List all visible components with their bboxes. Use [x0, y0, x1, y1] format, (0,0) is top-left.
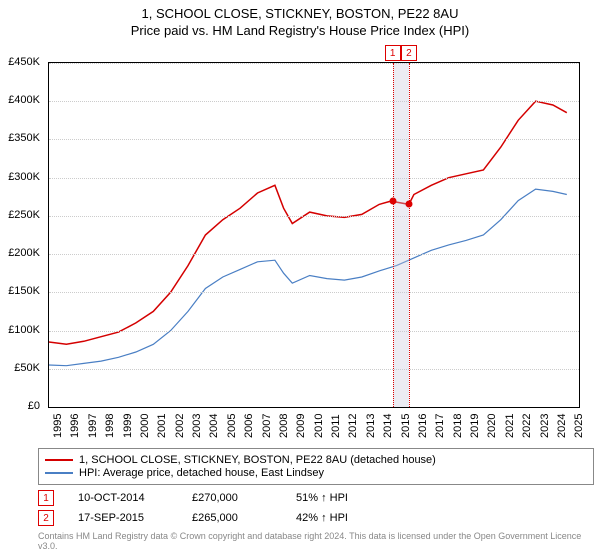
x-tick-label: 2017	[434, 414, 446, 438]
transaction-hpi: 42% ↑ HPI	[296, 512, 386, 524]
x-tick-label: 2002	[174, 414, 186, 438]
transaction-hpi: 51% ↑ HPI	[296, 492, 386, 504]
x-tick-label: 2006	[243, 414, 255, 438]
legend: 1, SCHOOL CLOSE, STICKNEY, BOSTON, PE22 …	[38, 448, 594, 485]
x-tick-label: 2013	[365, 414, 377, 438]
x-tick-label: 2000	[139, 414, 151, 438]
x-tick-label: 2024	[556, 414, 568, 438]
x-tick-label: 2022	[521, 414, 533, 438]
y-tick-label: £250K	[8, 209, 40, 221]
x-tick-label: 1995	[52, 414, 64, 438]
y-tick-label: £50K	[14, 362, 40, 374]
transaction-table: 1 10-OCT-2014 £270,000 51% ↑ HPI 2 17-SEP-201…	[38, 490, 386, 530]
legend-item: 1, SCHOOL CLOSE, STICKNEY, BOSTON, PE22 …	[45, 454, 587, 466]
series-line	[49, 101, 567, 344]
chart-title: 1, SCHOOL CLOSE, STICKNEY, BOSTON, PE22 …	[0, 6, 600, 21]
transaction-row: 2 17-SEP-2015 £265,000 42% ↑ HPI	[38, 510, 386, 526]
x-axis: 1995 1996 1997 1998 1999 2000 2001 2002 2003 2004…	[48, 410, 578, 450]
x-tick-label: 2015	[400, 414, 412, 438]
y-tick-label: £400K	[8, 94, 40, 106]
x-tick-label: 2019	[469, 414, 481, 438]
x-tick-label: 2020	[486, 414, 498, 438]
x-tick-label: 2010	[313, 414, 325, 438]
attribution-text: Contains HM Land Registry data © Crown c…	[38, 532, 600, 552]
marker-badge: 1	[385, 45, 401, 61]
x-tick-label: 2018	[452, 414, 464, 438]
legend-swatch	[45, 472, 73, 474]
y-axis: £0£50K£100K£150K£200K£250K£300K£350K£400…	[0, 62, 44, 406]
x-tick-label: 2025	[573, 414, 585, 438]
y-tick-label: £0	[28, 400, 40, 412]
legend-label: 1, SCHOOL CLOSE, STICKNEY, BOSTON, PE22 …	[79, 454, 436, 466]
transaction-row: 1 10-OCT-2014 £270,000 51% ↑ HPI	[38, 490, 386, 506]
marker-shade	[393, 63, 409, 407]
legend-item: HPI: Average price, detached house, East…	[45, 467, 587, 479]
x-tick-label: 2023	[539, 414, 551, 438]
y-tick-label: £350K	[8, 132, 40, 144]
y-tick-label: £450K	[8, 56, 40, 68]
x-tick-label: 2003	[191, 414, 203, 438]
transaction-price: £270,000	[192, 492, 272, 504]
y-tick-label: £300K	[8, 171, 40, 183]
x-tick-label: 2016	[417, 414, 429, 438]
x-tick-label: 1997	[87, 414, 99, 438]
transaction-price: £265,000	[192, 512, 272, 524]
x-tick-label: 1998	[104, 414, 116, 438]
marker-line	[393, 63, 394, 407]
transaction-date: 17-SEP-2015	[78, 512, 168, 524]
x-tick-label: 2012	[347, 414, 359, 438]
chart-lines	[49, 63, 579, 407]
marker-dot	[405, 201, 412, 208]
marker-line	[409, 63, 410, 407]
x-tick-label: 2011	[330, 414, 342, 438]
x-tick-label: 2001	[156, 414, 168, 438]
chart-subtitle: Price paid vs. HM Land Registry's House …	[0, 23, 600, 38]
chart-plot-area: 12	[48, 62, 580, 408]
transaction-badge: 1	[38, 490, 54, 506]
legend-label: HPI: Average price, detached house, East…	[79, 467, 324, 479]
transaction-date: 10-OCT-2014	[78, 492, 168, 504]
x-tick-label: 2008	[278, 414, 290, 438]
y-tick-label: £200K	[8, 247, 40, 259]
x-tick-label: 1996	[69, 414, 81, 438]
x-tick-label: 2014	[382, 414, 394, 438]
x-tick-label: 2004	[208, 414, 220, 438]
y-tick-label: £100K	[8, 324, 40, 336]
transaction-badge: 2	[38, 510, 54, 526]
x-tick-label: 2007	[261, 414, 273, 438]
legend-swatch	[45, 459, 73, 461]
x-tick-label: 2005	[226, 414, 238, 438]
y-tick-label: £150K	[8, 285, 40, 297]
x-tick-label: 2009	[295, 414, 307, 438]
x-tick-label: 2021	[504, 414, 516, 438]
x-tick-label: 1999	[122, 414, 134, 438]
marker-badge: 2	[401, 45, 417, 61]
marker-dot	[389, 197, 396, 204]
